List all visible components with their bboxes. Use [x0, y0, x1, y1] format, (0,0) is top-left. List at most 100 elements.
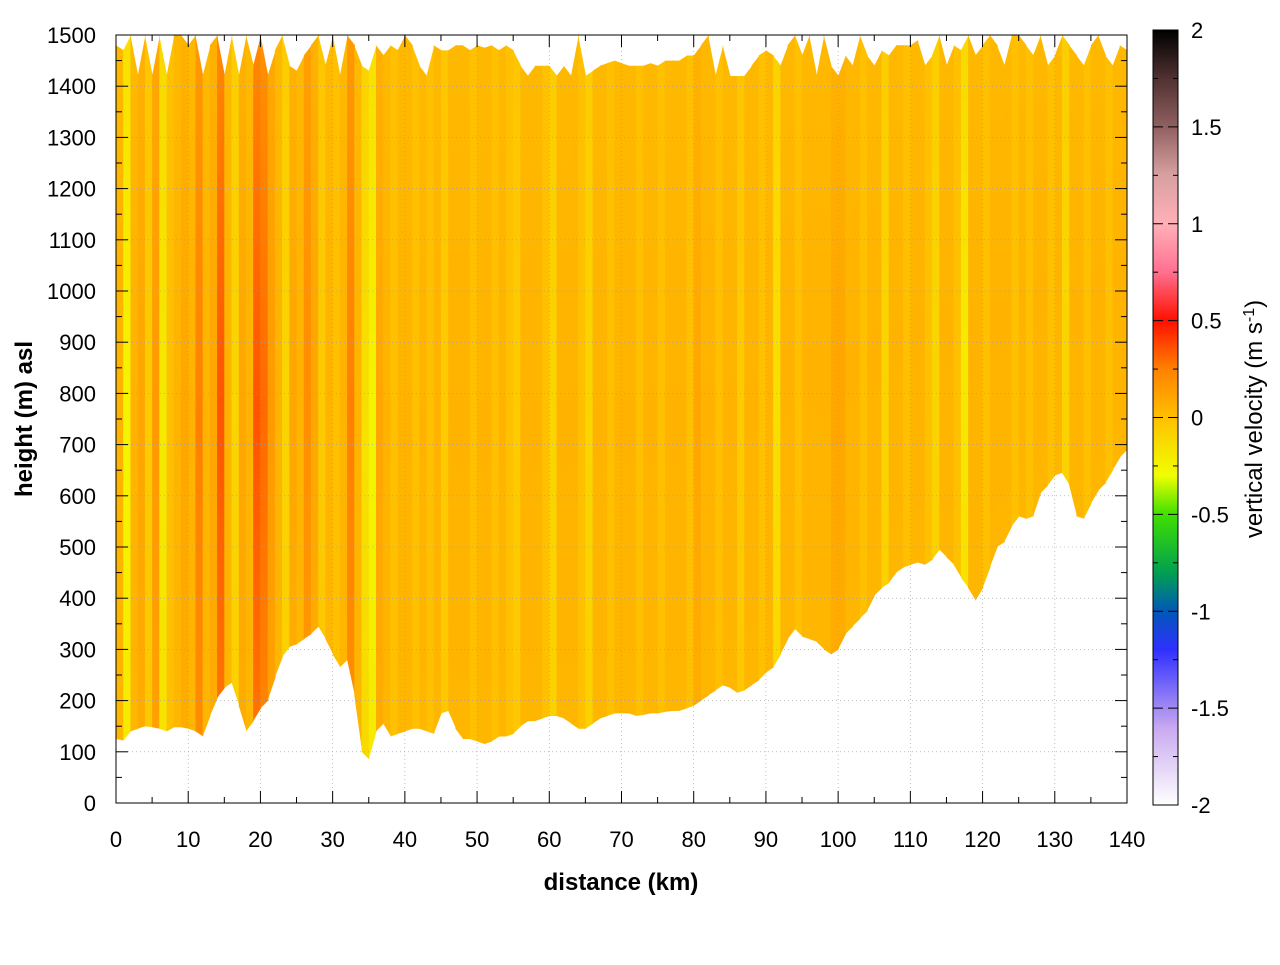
velocity-column — [462, 45, 471, 740]
x-tick-label: 90 — [754, 827, 778, 852]
velocity-column — [592, 65, 601, 724]
velocity-column — [180, 35, 189, 729]
velocity-column — [412, 45, 420, 729]
velocity-column — [238, 35, 247, 732]
y-tick-label: 600 — [59, 484, 96, 509]
x-tick-label: 140 — [1109, 827, 1146, 852]
velocity-column — [838, 55, 846, 650]
velocity-column — [245, 35, 254, 732]
velocity-column — [997, 45, 1005, 548]
velocity-column — [939, 35, 948, 558]
velocity-column — [1105, 55, 1114, 483]
velocity-column — [448, 45, 457, 729]
velocity-column — [744, 65, 753, 691]
velocity-column — [780, 45, 789, 655]
velocity-column — [224, 35, 233, 688]
velocity-column — [765, 50, 774, 673]
velocity-column — [130, 35, 139, 732]
velocity-column — [1090, 35, 1099, 504]
velocity-column — [830, 65, 839, 655]
velocity-column — [1025, 45, 1034, 519]
velocity-column — [368, 45, 377, 760]
velocity-column — [440, 50, 449, 714]
velocity-column — [693, 45, 702, 706]
velocity-column — [737, 75, 745, 693]
velocity-column — [491, 45, 500, 742]
velocity-column — [1098, 35, 1106, 491]
x-tick-label: 110 — [893, 827, 928, 852]
velocity-column — [484, 45, 493, 745]
velocity-column — [773, 55, 781, 668]
velocity-column — [498, 45, 507, 737]
y-tick-label: 1400 — [47, 74, 96, 99]
colorbar-tick-label: -0.5 — [1191, 502, 1229, 527]
velocity-column — [527, 65, 536, 722]
y-tick-label: 1100 — [49, 228, 96, 253]
velocity-column — [729, 75, 738, 693]
velocity-column — [607, 60, 615, 716]
velocity-column — [383, 45, 392, 737]
velocity-column — [570, 35, 579, 729]
velocity-column — [657, 60, 666, 714]
velocity-column — [1018, 35, 1027, 519]
colorbar-tick-label: 1.5 — [1191, 115, 1222, 140]
velocity-column — [751, 55, 760, 686]
velocity-column — [296, 55, 305, 645]
velocity-column — [1047, 55, 1056, 486]
velocity-column — [1054, 35, 1063, 476]
colorbar-tick-label: 0 — [1191, 406, 1203, 431]
velocity-column — [253, 35, 262, 722]
velocity-column — [859, 35, 868, 619]
colorbar-tick-label: -2 — [1191, 793, 1211, 818]
velocity-column — [318, 35, 327, 640]
velocity-column — [852, 35, 861, 627]
velocity-column — [809, 35, 818, 642]
grid-lines — [116, 35, 1127, 803]
x-axis: 0 10 20 30 40 50 60 70 80 90 100 110 120 130 140 — [110, 35, 1145, 852]
velocity-column — [556, 65, 565, 719]
x-tick-label: 60 — [537, 827, 561, 852]
colorbar-tick-label: -1.5 — [1191, 696, 1229, 721]
velocity-column — [1040, 35, 1049, 494]
colorbar-tick-label: 0.5 — [1191, 309, 1222, 334]
velocity-column — [708, 35, 716, 696]
x-tick-label: 70 — [609, 827, 633, 852]
velocity-column — [166, 35, 175, 732]
velocity-column — [881, 50, 890, 588]
y-tick-label: 1500 — [47, 23, 96, 48]
colorbar: 2 1.5 1 0.5 0 -0.5 -1 -1.5 -2 vertical velocity … — [1152, 18, 1268, 818]
velocity-column — [123, 35, 132, 741]
velocity-column — [231, 35, 240, 706]
velocity-column — [404, 35, 413, 732]
velocity-column — [968, 35, 976, 601]
velocity-column — [274, 35, 283, 678]
x-tick-label: 50 — [465, 827, 489, 852]
velocity-column — [477, 45, 485, 745]
velocity-column — [289, 65, 298, 647]
colorbar-ticks: 2 1.5 1 0.5 0 -0.5 -1 -1.5 -2 — [1153, 18, 1229, 818]
velocity-column — [895, 45, 904, 573]
velocity-column — [903, 45, 911, 568]
velocity-column — [152, 35, 160, 729]
velocity-column — [794, 35, 803, 637]
velocity-column — [953, 45, 962, 578]
velocity-column — [917, 40, 926, 565]
velocity-column — [679, 55, 688, 711]
velocity-column — [614, 60, 623, 714]
x-axis-title: distance (km) — [544, 869, 699, 896]
velocity-column — [715, 45, 724, 691]
x-tick-label: 20 — [248, 827, 272, 852]
velocity-column — [845, 55, 854, 635]
y-axis: 0 100 200 300 400 500 600 700 800 900 1000 1100 1200… — [47, 23, 1127, 816]
velocity-column — [426, 45, 435, 734]
x-tick-label: 30 — [320, 827, 344, 852]
velocity-column — [585, 70, 594, 729]
x-tick-label: 100 — [820, 827, 857, 852]
velocity-column — [787, 35, 796, 640]
velocity-column — [455, 45, 464, 740]
velocity-column — [946, 45, 955, 565]
x-tick-label: 0 — [110, 827, 122, 852]
velocity-column — [643, 63, 651, 715]
x-tick-label: 40 — [393, 827, 417, 852]
y-tick-label: 1200 — [47, 177, 96, 202]
